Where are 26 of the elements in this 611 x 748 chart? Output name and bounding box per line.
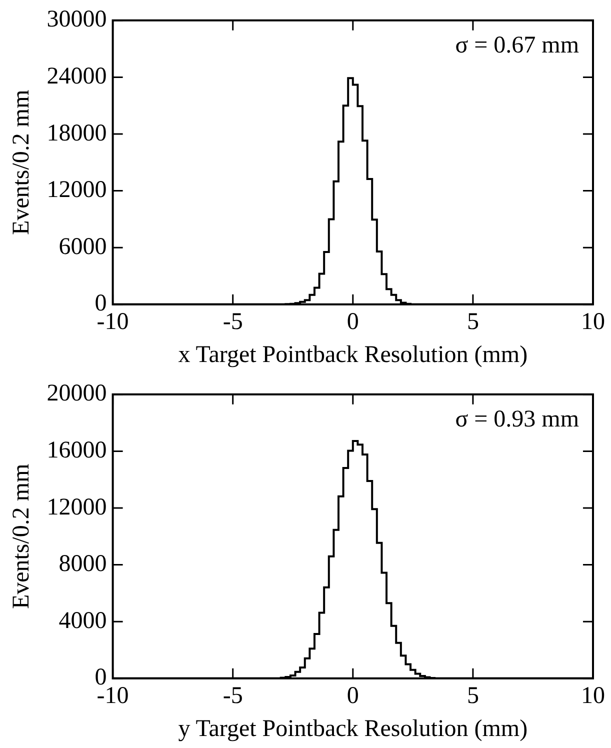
x-tick-label: -5	[222, 683, 243, 710]
y-tick-label: 0	[94, 290, 107, 317]
x-tick-label: 0	[346, 683, 359, 710]
y-tick-label: 6000	[58, 234, 107, 260]
y-tick-label: 12000	[46, 494, 107, 520]
x-tick-label: -5	[222, 309, 243, 336]
y-tick-label: 16000	[46, 437, 107, 464]
annotation: σ = 0.67 mm	[455, 32, 580, 59]
x-axis-title: x Target Pointback Resolution (mm)	[178, 342, 528, 368]
y-tick-label: 20000	[46, 380, 107, 407]
annotation: σ = 0.93 mm	[455, 406, 580, 433]
y-tick-label: 18000	[46, 120, 107, 146]
y-tick-label: 8000	[58, 551, 107, 578]
x-tick-label: 5	[466, 683, 479, 710]
x-tick-label: 5	[466, 309, 479, 336]
y-axis-title: Events/0.2 mm	[8, 463, 35, 610]
x-tick-label: 10	[581, 683, 605, 710]
x-tick-label: 10	[581, 309, 605, 336]
y-tick-label: 24000	[46, 63, 107, 90]
x-axis-title: y Target Pointback Resolution (mm)	[178, 716, 528, 742]
y-tick-label: 4000	[58, 608, 107, 634]
y-tick-label: 30000	[46, 6, 107, 33]
y-tick-label: 12000	[46, 177, 107, 204]
x-tick-label: 0	[346, 309, 359, 336]
y-axis-title: Events/0.2 mm	[8, 89, 35, 236]
y-tick-label: 0	[94, 664, 107, 691]
